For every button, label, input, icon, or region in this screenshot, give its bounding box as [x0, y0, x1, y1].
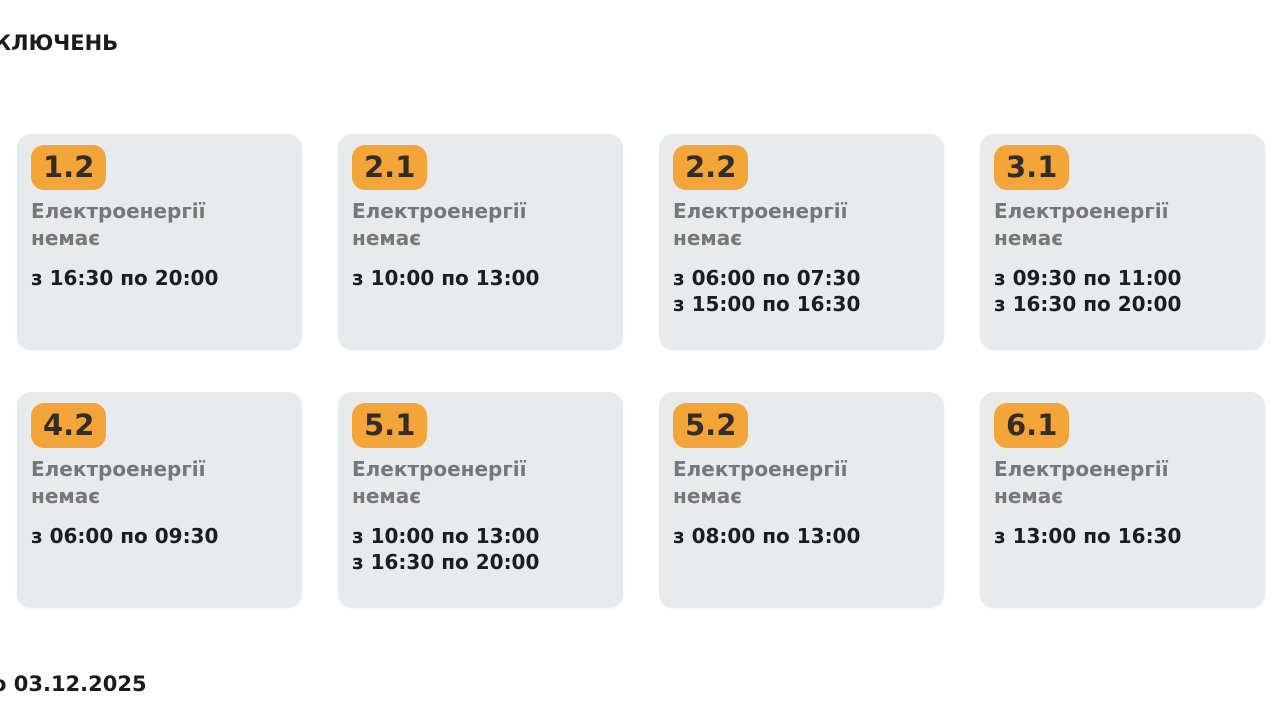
outage-card: 2.1 Електроенергії немає з 10:00 по 13:0… — [338, 134, 623, 350]
outage-status-label: Електроенергії немає — [352, 199, 527, 250]
outage-status-label: Електроенергії немає — [352, 457, 527, 508]
outage-times: з 08:00 по 13:00 — [673, 523, 930, 549]
outage-status-label: Електроенергії немає — [673, 199, 848, 250]
group-badge: 2.1 — [352, 145, 428, 190]
outage-card: 6.1 Електроенергії немає з 13:00 по 16:3… — [980, 392, 1265, 608]
time-range: з 09:30 по 11:00 — [994, 266, 1182, 290]
group-badge: 6.1 — [994, 403, 1070, 448]
outage-card: 5.1 Електроенергії немає з 10:00 по 13:0… — [338, 392, 623, 608]
outage-card: 4.2 Електроенергії немає з 06:00 по 09:3… — [17, 392, 302, 608]
group-badge: 4.2 — [31, 403, 107, 448]
group-badge: 1.2 — [31, 145, 107, 190]
outage-times: з 06:00 по 07:30 з 15:00 по 16:30 — [673, 265, 930, 317]
outage-times: з 13:00 по 16:30 — [994, 523, 1251, 549]
group-badge: 3.1 — [994, 145, 1070, 190]
time-range: з 06:00 по 07:30 — [673, 266, 861, 290]
time-range: з 16:30 по 20:00 — [994, 292, 1182, 316]
time-range: з 16:30 по 20:00 — [352, 550, 540, 574]
time-range: з 13:00 по 16:30 — [994, 524, 1182, 548]
time-range: з 10:00 по 13:00 — [352, 266, 540, 290]
time-range: з 06:00 по 09:30 — [31, 524, 219, 548]
outage-times: з 10:00 по 13:00 — [352, 265, 609, 291]
outage-status-label: Електроенергії немає — [994, 457, 1169, 508]
time-range: з 10:00 по 13:00 — [352, 524, 540, 548]
outage-times: з 10:00 по 13:00 з 16:30 по 20:00 — [352, 523, 609, 575]
time-range: з 16:30 по 20:00 — [31, 266, 219, 290]
page-title: КЛЮЧЕНЬ — [0, 31, 119, 55]
group-badge: 5.1 — [352, 403, 428, 448]
group-badge: 2.2 — [673, 145, 749, 190]
outage-status-label: Електроенергії немає — [31, 199, 206, 250]
outage-cards-grid: 1.2 Електроенергії немає з 16:30 по 20:0… — [17, 134, 1265, 608]
outage-card: 5.2 Електроенергії немає з 08:00 по 13:0… — [659, 392, 944, 608]
outage-card: 2.2 Електроенергії немає з 06:00 по 07:3… — [659, 134, 944, 350]
outage-status-label: Електроенергії немає — [673, 457, 848, 508]
time-range: з 08:00 по 13:00 — [673, 524, 861, 548]
outage-times: з 06:00 по 09:30 — [31, 523, 288, 549]
outage-status-label: Електроенергії немає — [994, 199, 1169, 250]
outage-card: 1.2 Електроенергії немає з 16:30 по 20:0… — [17, 134, 302, 350]
outage-times: з 09:30 по 11:00 з 16:30 по 20:00 — [994, 265, 1251, 317]
time-range: з 15:00 по 16:30 — [673, 292, 861, 316]
group-badge: 5.2 — [673, 403, 749, 448]
outage-card: 3.1 Електроенергії немає з 09:30 по 11:0… — [980, 134, 1265, 350]
outage-times: з 16:30 по 20:00 — [31, 265, 288, 291]
outage-status-label: Електроенергії немає — [31, 457, 206, 508]
date-label: о 03.12.2025 — [0, 672, 147, 696]
